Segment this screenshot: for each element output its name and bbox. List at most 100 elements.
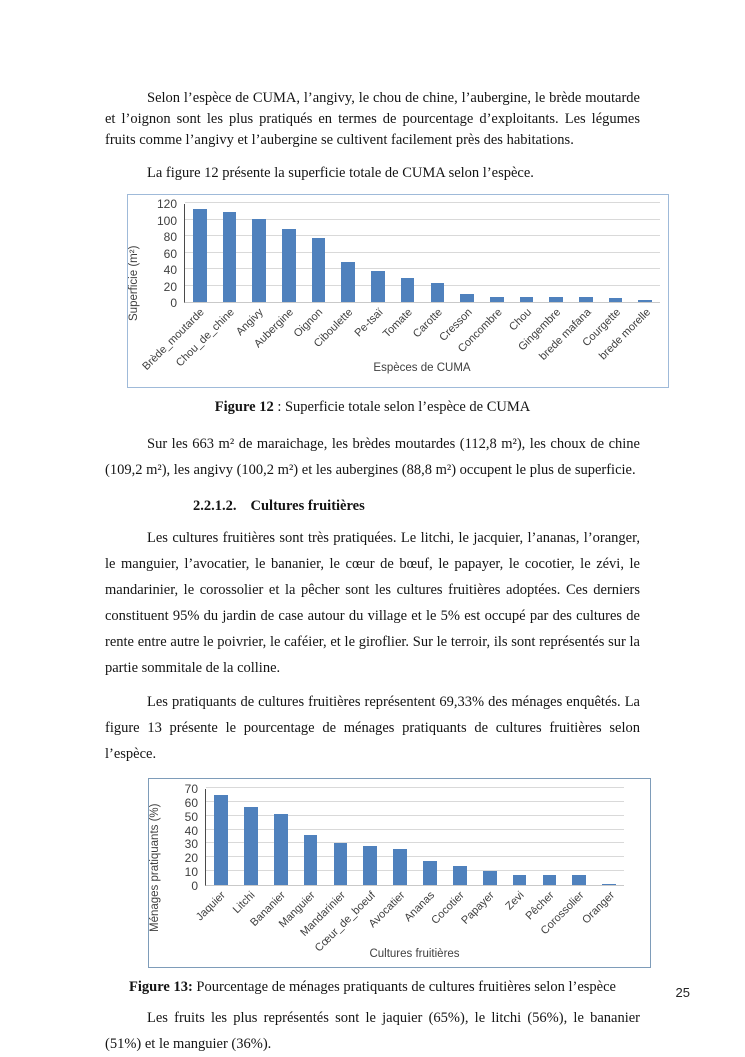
figure13-main: 0 10 20 30 40 50 60 70 Jaquier Litchi Bananier Mang… [173,783,624,967]
y-tick-label: 0 [191,879,198,893]
bar-brede mafana [578,297,593,302]
x-category-label: Chou_de_chine [173,306,237,370]
bar-Pe-tsaï [371,270,385,302]
gridline [206,787,624,788]
bar-Ananas [423,861,437,885]
x-axis-title: Cultures fruitières [369,948,460,960]
section-heading-cultures-fruitieres: 2.2.1.2. Cultures fruitières [193,495,640,517]
bar-slot [363,270,393,302]
figure13-plot [205,787,624,886]
bar-slot [630,299,660,302]
figure-13-caption: Figure 13: Pourcentage de ménages pratiq… [105,977,640,997]
bar-slot [236,807,266,885]
bar-slot [385,848,415,885]
bar-Gingembre [549,297,563,302]
bar-Carotte [430,283,445,302]
y-tick-label: 30 [184,837,198,852]
bar-slot [423,283,453,302]
figure-12-caption-text: : Superficie totale selon l’espèce de CU… [273,399,531,415]
y-tick-label: 80 [163,230,177,244]
bar-Chou [519,297,534,302]
x-category-label: Oranger [579,889,617,927]
y-tick-label: 20 [184,851,198,866]
bar-slot [601,298,631,302]
figure-13-chart: Ménages pratiquants (%) 0 10 20 30 40 50 60 70 Ja… [148,778,651,968]
bar-slot [415,861,445,885]
bar-Courgette [608,298,623,302]
page-number: 25 [675,985,690,1000]
bar-slot [534,875,564,885]
gridline [185,202,660,203]
bar-slot [185,208,215,302]
figure12-plot [184,202,660,303]
gridline [185,284,660,286]
paragraph-fruits-representes: Les fruits les plus représentés sont le … [105,1010,640,1052]
bar-slot [445,865,475,885]
figure-12-chart: Superficie (m²) 0 20 40 60 80 100 120 Brède_mout… [127,194,669,388]
figure12-plot-row: 0 20 40 60 80 100 120 [150,198,660,309]
figure12-chart-area: Superficie (m²) 0 20 40 60 80 100 120 Brède_mout… [128,195,668,387]
figure13-bars [206,789,624,885]
bar-Oignon [311,237,326,302]
bar-Jaquier [214,794,228,885]
bar-Avocatier [393,848,407,885]
bar-slot [304,237,334,302]
bar-brede morelle [638,299,652,302]
bar-Tomate [400,278,415,302]
y-tick-label: 0 [170,296,177,310]
bar-slot [215,211,245,302]
gridline [185,218,660,220]
bar-slot [512,297,542,302]
x-category-label: Litchi [231,889,258,916]
bar-slot [296,835,326,885]
bar-Concombre [489,296,504,302]
paragraph-especes-cuma: Selon l’espèce de CUMA, l’angivy, le cho… [105,90,640,148]
bar-slot [266,814,296,885]
x-category-label: Zevi [503,889,528,913]
y-tick-label: 60 [184,795,198,810]
figure-12-caption-label: Figure 12 [214,399,274,415]
y-tick-label: 40 [163,263,177,277]
y-tick-label: 20 [163,279,177,294]
x-category-label: Papayer [459,889,498,927]
figure-12-caption: Figure 12 : Superficie totale selon l’es… [105,397,640,417]
bar-Corossolier [572,875,587,885]
y-axis-ticks: 0 20 40 60 80 100 120 [150,198,184,309]
y-axis-title: Superficie (m²) [128,245,140,322]
gridline [206,856,624,858]
bar-Cresson [460,293,474,302]
bar-Zevi [512,874,527,885]
paragraph-superficie-detail: Sur les 663 m² de maraichage, les brèdes… [105,436,640,478]
bar-slot [482,296,512,302]
section-title: Cultures fruitières [250,498,365,514]
bar-slot [564,875,594,885]
x-category-label: Jaquier [193,889,228,924]
y-tick-label: 60 [163,246,177,261]
paragraph-figure12-intro: La figure 12 présente la superficie tota… [147,165,534,181]
figure12-x-labels: Brède_moutarde Chou_de_chine Angivy Aubergi… [140,303,660,380]
gridline [185,235,660,236]
gridline [206,814,624,816]
bar-Aubergine [282,228,296,302]
bar-Mandarinier [333,843,348,885]
gridline [206,828,624,830]
bar-slot [325,843,355,885]
bar-Cocotier [452,865,467,885]
bar-Litchi [243,807,258,885]
bar-slot [541,297,571,302]
x-axis-title: Espèces de CUMA [373,362,471,374]
figure13-plot-row: 0 10 20 30 40 50 60 70 [173,783,624,892]
bar-Oranger [602,883,616,885]
figure13-chart-area: Ménages pratiquants (%) 0 10 20 30 40 50 60 70 Ja… [149,779,650,967]
bar-Papayer [482,871,497,885]
bar-slot [571,297,601,302]
bar-Ciboulette [341,262,356,302]
gridline [206,842,624,844]
bar-slot [355,846,385,885]
y-tick-label: 50 [184,809,198,824]
bar-Angivy [252,219,267,302]
bar-slot [505,874,535,885]
figure12-main: 0 20 40 60 80 100 120 Brède_moutarde Chou_de_chi… [140,198,660,387]
bar-slot [393,278,423,302]
